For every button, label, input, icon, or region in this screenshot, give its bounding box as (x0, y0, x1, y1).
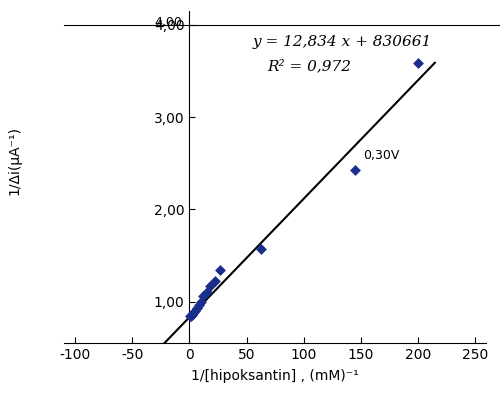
Text: y = 12,834 x + 830661: y = 12,834 x + 830661 (252, 35, 432, 48)
Point (190, 310, 198, 316)
Point (202, 289, 210, 296)
Point (188, 312, 196, 319)
Point (414, 59, 422, 66)
Point (258, 246, 266, 252)
Point (210, 278, 218, 284)
Point (191, 308, 199, 314)
Point (206, 283, 214, 289)
Point (216, 267, 224, 273)
Text: 0,30V: 0,30V (363, 149, 400, 162)
Point (186, 313, 194, 320)
Point (194, 302, 202, 309)
Point (197, 298, 205, 305)
Text: R² = 0,972: R² = 0,972 (267, 59, 351, 73)
Point (351, 167, 359, 173)
Point (193, 305, 201, 311)
X-axis label: 1/[hipoksantin] , (mM)⁻¹: 1/[hipoksantin] , (mM)⁻¹ (191, 369, 359, 383)
Text: 4,00: 4,00 (154, 16, 182, 29)
Point (199, 293, 207, 299)
Y-axis label: 1/Δi(μA⁻¹): 1/Δi(μA⁻¹) (8, 126, 22, 195)
Point (186, 313, 194, 320)
